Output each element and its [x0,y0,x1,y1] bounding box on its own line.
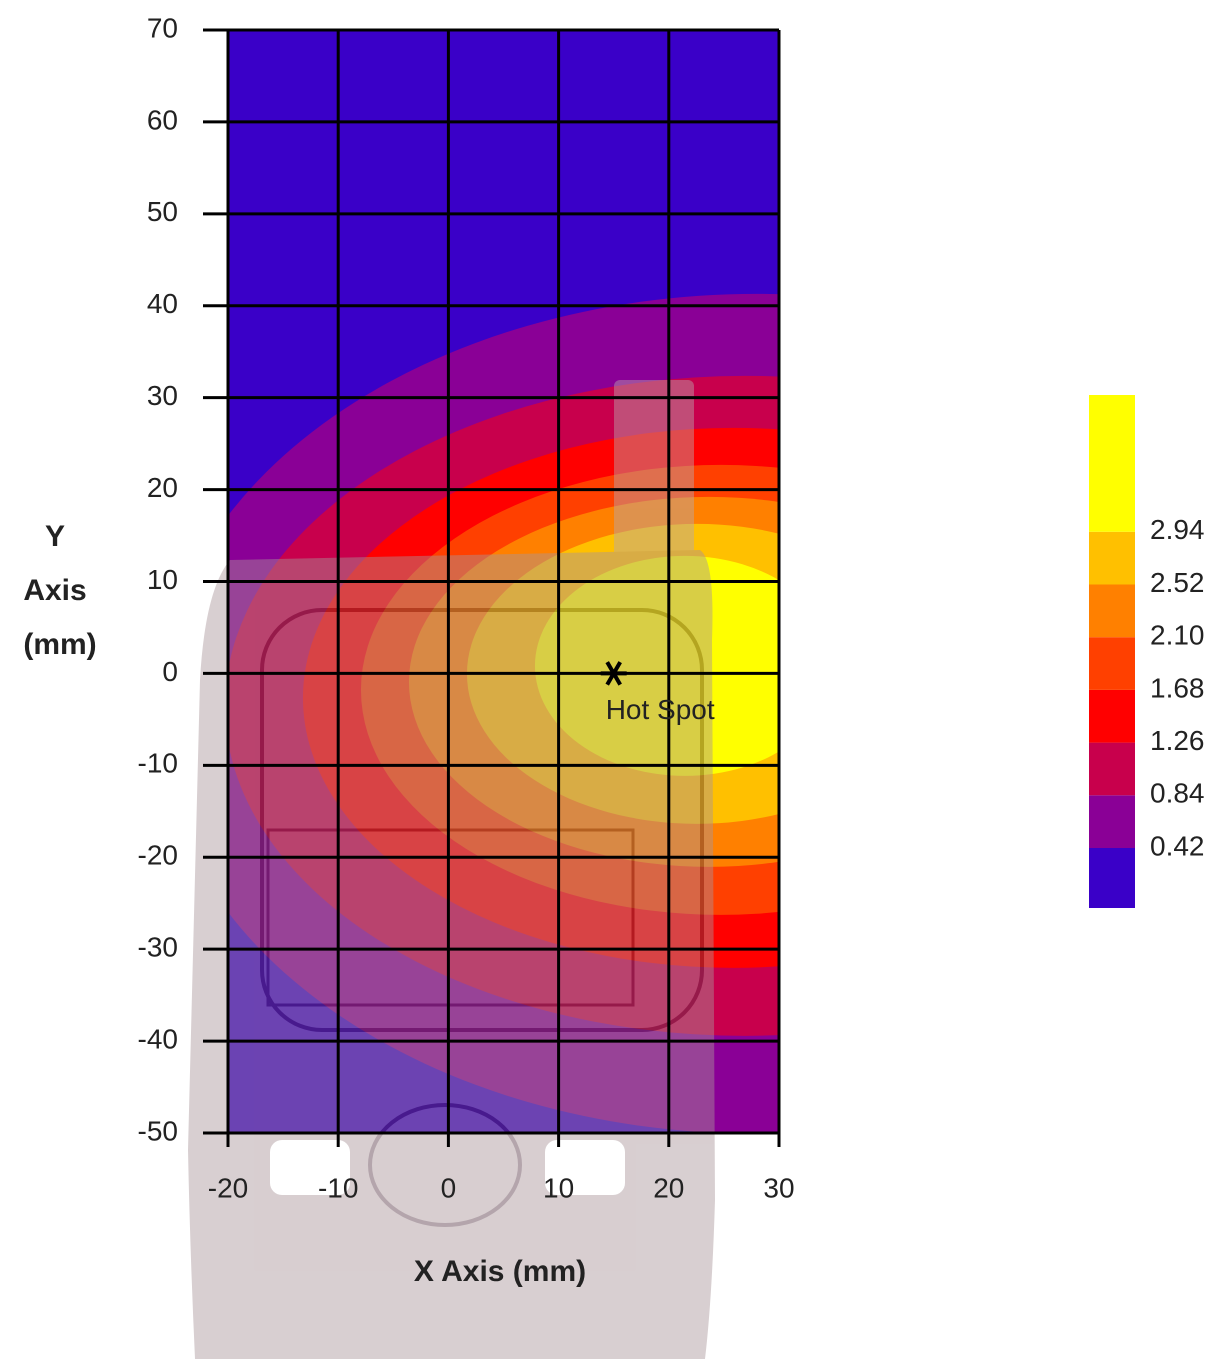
phone-body [188,550,715,1359]
phone-keypad [368,1103,522,1227]
color-band [1089,584,1135,638]
x-axis-label: X Axis (mm) [414,1255,586,1288]
colorbar-label: 2.52 [1150,567,1205,598]
y-tick-label: 40 [147,288,178,319]
x-tick-label: 20 [653,1172,684,1203]
color-band [1089,795,1135,848]
color-band [1089,689,1135,743]
y-tick-label: 10 [147,564,178,595]
y-tick-label: 50 [147,196,178,227]
phone-overlay [188,380,715,1359]
y-tick-label: 30 [147,380,178,411]
hot-spot-marker [600,661,627,686]
colorbar-label: 2.10 [1150,620,1205,651]
color-band [1089,742,1135,796]
y-axis-label: Axis [23,574,86,607]
y-tick-label: -20 [138,840,178,871]
y-tick-label: 70 [147,12,178,43]
colorbar-label: 0.84 [1150,778,1205,809]
y-tick-label: 20 [147,472,178,503]
y-tick-label: -30 [138,932,178,963]
phone-screen [260,608,704,1032]
contour-band [535,555,779,776]
color-band [1089,637,1135,690]
x-tick-label: -20 [208,1172,248,1203]
x-tick-label: 0 [441,1172,457,1203]
y-axis-label: Y [45,520,65,553]
colorbar-label: 1.68 [1150,672,1205,703]
y-tick-label: 60 [147,104,178,135]
colorbar-label: 2.94 [1150,514,1205,545]
x-tick-label: 30 [763,1172,794,1203]
color-band [1089,395,1135,532]
axes: -20 -10 0 10 20 30 -50 -40 -30 -20 -10 0 10 20 30 40 50 6… [138,12,795,1203]
y-tick-label: -40 [138,1023,178,1054]
y-tick-label: 0 [162,656,178,687]
colorbar-label: 0.42 [1150,830,1205,861]
colorbar-label: 1.26 [1150,725,1205,756]
x-tick-label: 10 [543,1172,574,1203]
phone-antenna [614,380,694,580]
phone-display [266,828,635,1007]
phone-key [270,1140,350,1195]
y-tick-label: -10 [138,748,178,779]
y-tick-label: -50 [138,1115,178,1146]
phone-key [545,1140,625,1195]
y-axis-label: (mm) [23,628,96,661]
annotation: Hot Spot [606,694,715,725]
color-band [1089,531,1135,585]
color-band [1089,848,1135,908]
x-tick-label: -10 [318,1172,358,1203]
